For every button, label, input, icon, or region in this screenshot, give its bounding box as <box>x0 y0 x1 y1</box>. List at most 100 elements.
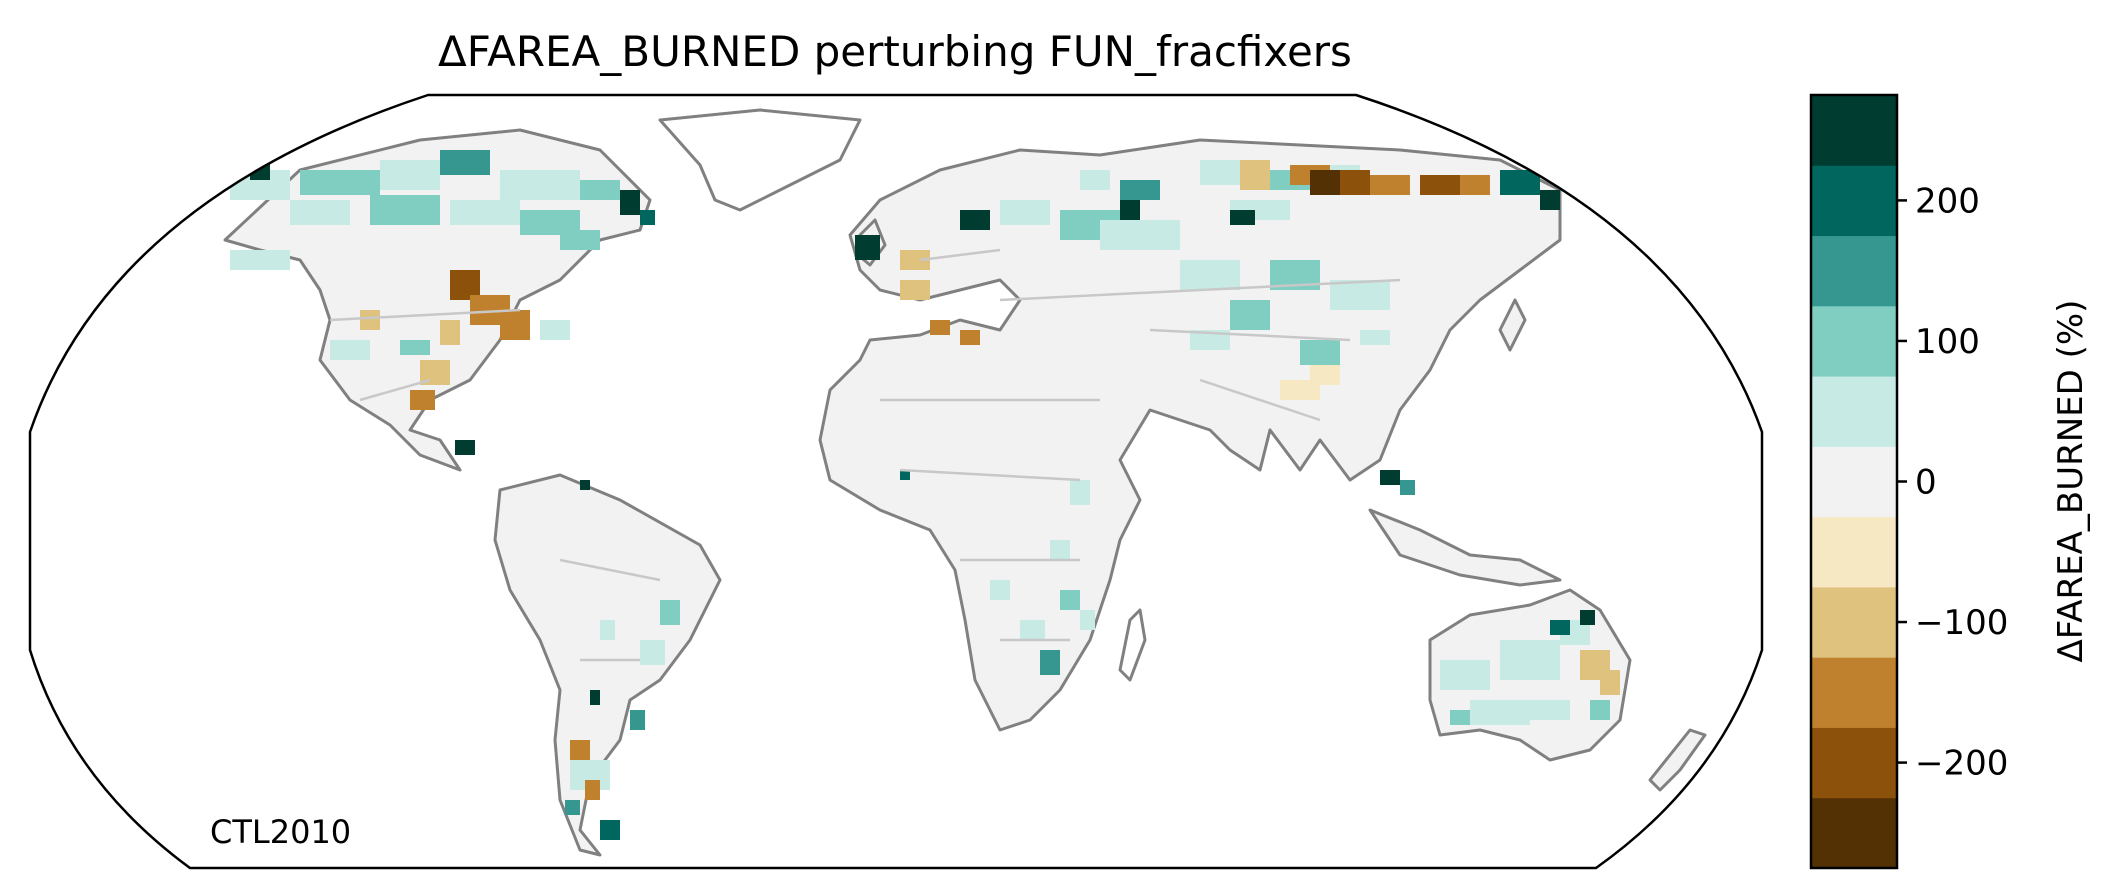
map-frame <box>28 93 1764 870</box>
data-cell <box>450 200 520 225</box>
data-cell <box>560 230 600 250</box>
data-cell <box>580 180 620 200</box>
japan-landmass <box>1498 298 1527 352</box>
data-cell <box>1100 220 1180 250</box>
data-cell <box>900 250 930 270</box>
map-title: ΔFAREA_BURNED perturbing FUN_fracfixers <box>438 27 1352 76</box>
data-cell <box>1360 330 1390 345</box>
south-america-landmass <box>493 473 722 857</box>
data-cell <box>360 310 380 330</box>
data-cell <box>1400 480 1415 495</box>
data-cell <box>380 160 440 190</box>
colorbar-bin-7 <box>1811 305 1897 377</box>
colorbar-tick-label: 100 <box>1915 322 1980 362</box>
data-cell <box>1280 380 1320 400</box>
data-cell <box>570 740 590 760</box>
data-cell <box>590 690 600 705</box>
data-cell <box>1300 340 1340 365</box>
colorbar-bin-3 <box>1811 586 1897 658</box>
colorbar-ticks: −200 −100 0 100 200 <box>1897 181 2008 784</box>
data-cell <box>1600 670 1620 695</box>
data-cell <box>565 800 580 815</box>
data-cell <box>640 640 665 665</box>
data-cell <box>290 200 350 225</box>
data-cell <box>1080 170 1110 190</box>
data-cell <box>540 320 570 340</box>
colorbar-bin-8 <box>1811 235 1897 307</box>
data-cell <box>370 195 440 225</box>
data-cell <box>1190 330 1230 350</box>
data-cell <box>1500 170 1540 195</box>
data-cell <box>1020 620 1045 640</box>
data-cell <box>1500 640 1560 680</box>
data-cell <box>990 580 1010 600</box>
data-cell <box>400 340 430 355</box>
colorbar-bins <box>1811 95 1897 869</box>
colorbar-bin-9 <box>1811 165 1897 237</box>
colorbar-bin-1 <box>1811 727 1897 799</box>
data-cell <box>1230 210 1255 225</box>
data-cell <box>1450 710 1470 725</box>
data-cell <box>1000 200 1050 225</box>
data-cell <box>1240 160 1270 190</box>
data-cell <box>1340 170 1370 195</box>
data-cell <box>300 170 380 195</box>
data-cell <box>1460 175 1490 195</box>
data-cell <box>640 210 655 225</box>
colorbar-label: ΔFAREA_BURNED (%) <box>2051 300 2091 663</box>
colorbar-tick-label: −200 <box>1915 744 2008 784</box>
data-cell <box>855 235 880 260</box>
data-cell <box>455 440 475 455</box>
data-cells <box>230 150 1620 840</box>
data-cell <box>1310 170 1345 195</box>
data-cell <box>1370 175 1410 195</box>
colorbar-bin-5 <box>1811 446 1897 518</box>
data-cell <box>1540 190 1560 210</box>
data-cell <box>600 620 615 640</box>
data-cell <box>1060 590 1080 610</box>
indonesia-islands <box>1368 508 1562 587</box>
colorbar-bin-0 <box>1811 797 1897 869</box>
data-cell <box>230 250 290 270</box>
data-cell <box>900 470 910 480</box>
colorbar-bin-6 <box>1811 376 1897 447</box>
country-borders <box>329 248 1401 662</box>
colorbar-bin-4 <box>1811 516 1897 588</box>
data-cell <box>1380 470 1400 485</box>
data-cell <box>620 190 640 215</box>
data-cell <box>1180 260 1240 290</box>
data-cell <box>1330 280 1390 310</box>
data-cell <box>585 780 600 800</box>
colorbar: −200 −100 0 100 200 ΔFAREA_BURNED (%) <box>1809 93 2091 870</box>
data-cell <box>1530 700 1570 720</box>
colorbar-bin-10 <box>1811 95 1897 166</box>
data-cell <box>630 710 645 730</box>
map-panel: CTL2010 <box>28 93 1764 870</box>
data-cell <box>440 150 490 175</box>
new-zealand-landmass <box>1648 728 1707 792</box>
data-cell <box>1230 300 1270 330</box>
data-cell <box>1120 180 1160 200</box>
data-cell <box>960 210 990 230</box>
data-cell <box>500 310 530 340</box>
data-cell <box>1070 480 1090 505</box>
data-cell <box>1590 700 1610 720</box>
data-cell <box>440 320 460 345</box>
panel-label: CTL2010 <box>210 813 351 851</box>
madagascar-landmass <box>1118 608 1147 682</box>
data-cell <box>900 280 930 300</box>
data-cell <box>930 320 950 335</box>
data-cell <box>660 600 680 625</box>
data-cell <box>600 820 620 840</box>
data-cell <box>1580 610 1595 625</box>
colorbar-bin-2 <box>1811 657 1897 728</box>
data-cell <box>580 480 590 490</box>
data-cell <box>1470 700 1530 725</box>
greenland-landmass <box>658 108 862 212</box>
data-cell <box>1550 620 1570 635</box>
data-cell <box>410 390 435 410</box>
colorbar-tick-label: −100 <box>1915 603 2008 643</box>
colorbar-tick-label: 200 <box>1915 181 1980 221</box>
data-cell <box>960 330 980 345</box>
